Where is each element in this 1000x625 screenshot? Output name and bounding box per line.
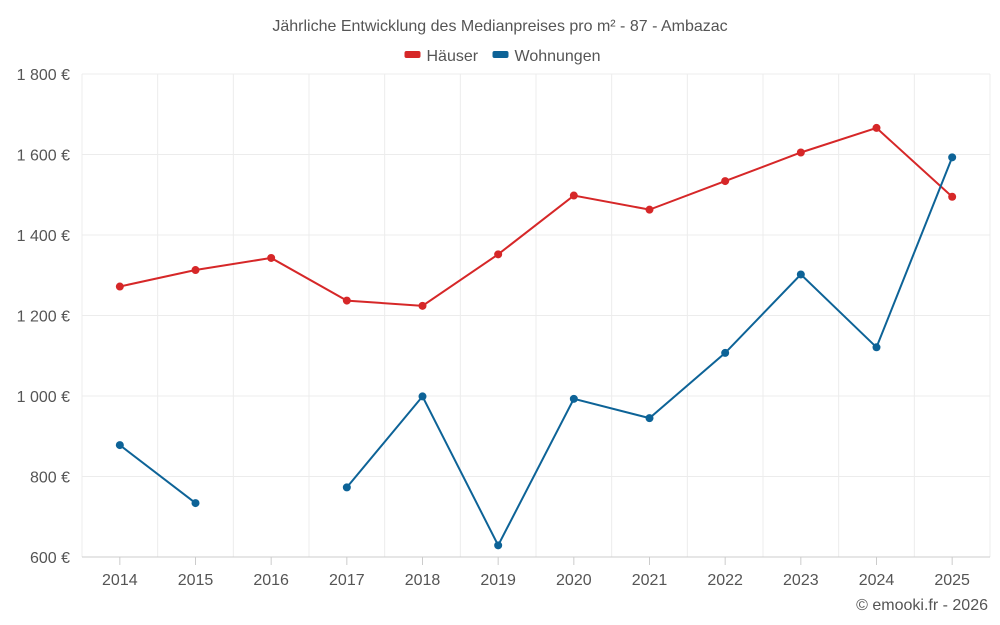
x-tick-label: 2017	[329, 572, 365, 589]
legend-swatch	[404, 51, 421, 58]
data-point-wohnungen[interactable]	[342, 483, 351, 492]
grid	[81, 73, 991, 558]
legend: Häuser Wohnungen	[404, 48, 601, 65]
x-tick-label: 2021	[632, 572, 668, 589]
series-line-wohnungen	[119, 444, 197, 504]
data-point-wohnungen[interactable]	[418, 392, 427, 401]
data-point-haeuser[interactable]	[796, 148, 805, 157]
legend-item-haeuser[interactable]: Häuser	[404, 48, 479, 65]
data-point-wohnungen[interactable]	[569, 394, 578, 403]
x-tick-label: 2016	[253, 572, 289, 589]
x-tick-label: 2025	[934, 572, 970, 589]
x-tick-label: 2022	[707, 572, 743, 589]
y-tick-label: 1 800 €	[17, 67, 70, 84]
credit-text: © emooki.fr - 2026	[856, 597, 988, 614]
series-line-haeuser	[119, 126, 953, 307]
x-tick-label: 2019	[480, 572, 516, 589]
x-tick-label: 2015	[178, 572, 214, 589]
legend-label: Wohnungen	[515, 48, 601, 65]
series-haeuser	[115, 123, 957, 310]
data-point-wohnungen[interactable]	[948, 153, 957, 162]
y-tick-label: 1 400 €	[17, 228, 70, 245]
y-tick-label: 1 600 €	[17, 148, 70, 165]
x-tick-label: 2024	[859, 572, 895, 589]
y-tick-label: 600 €	[30, 550, 70, 567]
y-tick-label: 800 €	[30, 470, 70, 487]
data-point-haeuser[interactable]	[569, 191, 578, 200]
axes: 600 € 800 € 1 000 € 1 200 € 1 400 € 1 600 € 1 …	[17, 67, 970, 589]
legend-swatch	[492, 51, 509, 58]
series-line-wohnungen	[346, 156, 954, 548]
data-point-haeuser[interactable]	[191, 266, 200, 275]
data-point-wohnungen[interactable]	[645, 414, 654, 423]
data-point-haeuser[interactable]	[645, 205, 654, 214]
legend-item-wohnungen[interactable]: Wohnungen	[492, 48, 601, 65]
data-point-wohnungen[interactable]	[872, 343, 881, 352]
x-tick-label: 2023	[783, 572, 819, 589]
data-point-haeuser[interactable]	[872, 123, 881, 132]
data-point-wohnungen[interactable]	[115, 441, 124, 450]
x-tick-label: 2018	[405, 572, 441, 589]
data-point-haeuser[interactable]	[342, 296, 351, 305]
data-point-haeuser[interactable]	[494, 250, 503, 259]
y-tick-label: 1 200 €	[17, 309, 70, 326]
data-point-wohnungen[interactable]	[796, 270, 805, 279]
data-point-wohnungen[interactable]	[191, 499, 200, 508]
x-tick-label: 2020	[556, 572, 592, 589]
data-point-haeuser[interactable]	[418, 301, 427, 310]
data-point-haeuser[interactable]	[115, 282, 124, 291]
y-tick-label: 1 000 €	[17, 389, 70, 406]
data-point-haeuser[interactable]	[721, 177, 730, 186]
data-point-haeuser[interactable]	[267, 253, 276, 262]
series-wohnungen	[115, 153, 957, 550]
data-point-wohnungen[interactable]	[721, 348, 730, 357]
chart-title: Jährliche Entwicklung des Medianpreises …	[272, 18, 727, 35]
series-group	[115, 123, 957, 550]
x-tick-label: 2014	[102, 572, 138, 589]
data-point-wohnungen[interactable]	[494, 541, 503, 550]
legend-label: Häuser	[427, 48, 479, 65]
data-point-haeuser[interactable]	[948, 192, 957, 201]
